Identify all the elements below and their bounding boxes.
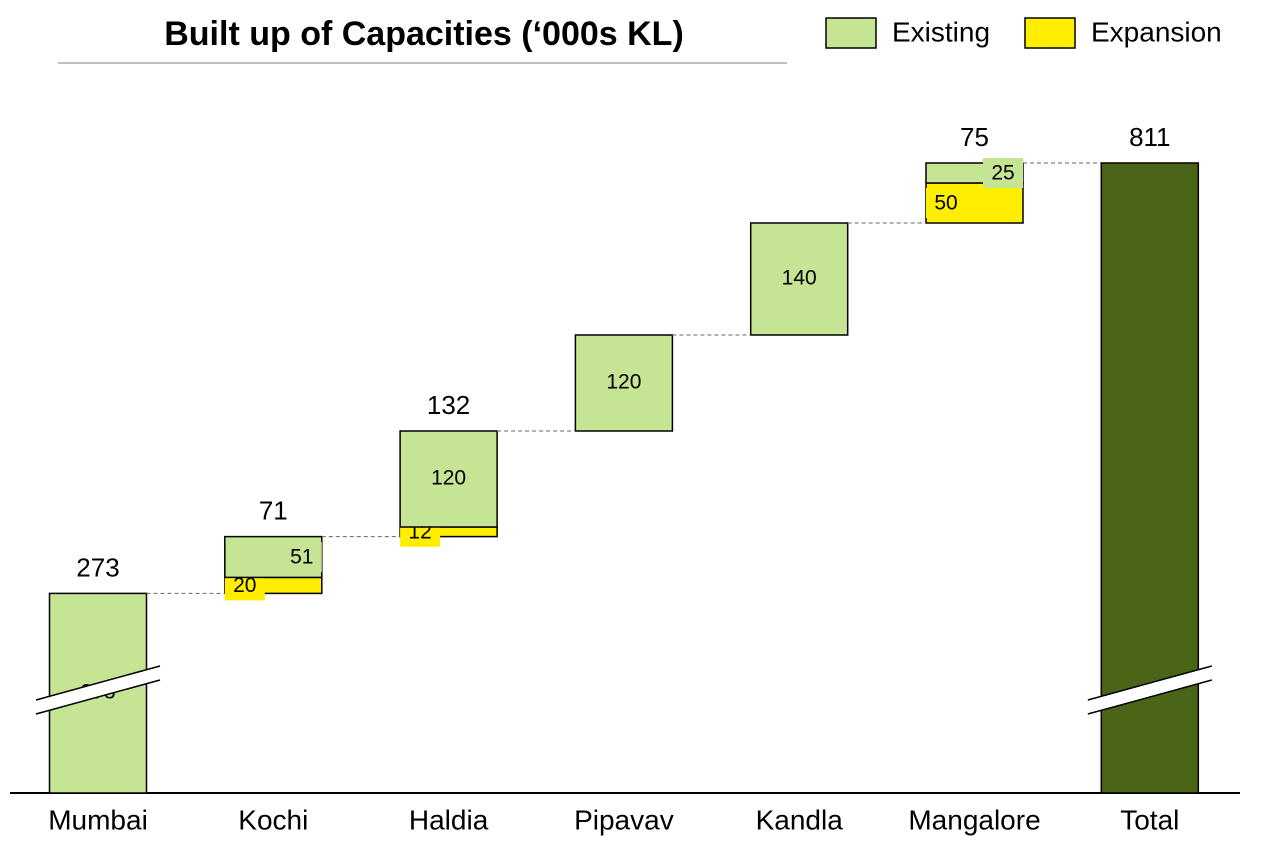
segment-label: 120 [431,467,466,490]
segment-label: 140 [782,267,817,290]
total-label: 811 [1129,122,1170,152]
bar-segment [399,430,498,528]
segment-label: 25 [991,162,1014,185]
segment-label: 51 [290,546,313,569]
x-tick-label: Haldia [409,804,489,835]
x-tick-label: Mangalore [908,804,1040,835]
x-tick-label: Mumbai [48,804,148,835]
axis-break-line [35,665,161,701]
x-tick-label: Kochi [238,804,308,835]
bar-segment [749,222,849,336]
total-label: 75 [960,122,989,152]
x-tick-label: Pipavav [574,804,674,835]
axis-break-line [35,679,161,715]
axis-break-line [1087,679,1212,715]
label-bg [983,158,1023,188]
x-tick-label: Kandla [756,804,844,835]
total-label: 273 [76,552,119,582]
bar-segment [574,334,674,432]
label-bg [926,188,966,218]
segment-label: 20 [233,574,256,597]
legend-label: Expansion [1091,16,1222,47]
total-label: 132 [427,390,470,420]
legend-swatch [1024,17,1076,49]
x-tick-label: Total [1120,804,1179,835]
axis-break [1087,666,1212,714]
axis-break-line [1087,665,1212,701]
chart-title: Built up of Capacities (‘000s KL) [164,15,684,53]
label-bg [281,542,322,572]
total-label: 71 [259,495,288,525]
legend-swatch [825,17,877,49]
segment-label: 50 [934,192,957,215]
segment-label: 120 [606,371,641,394]
axis-break [36,666,160,714]
legend-label: Existing [892,16,990,47]
